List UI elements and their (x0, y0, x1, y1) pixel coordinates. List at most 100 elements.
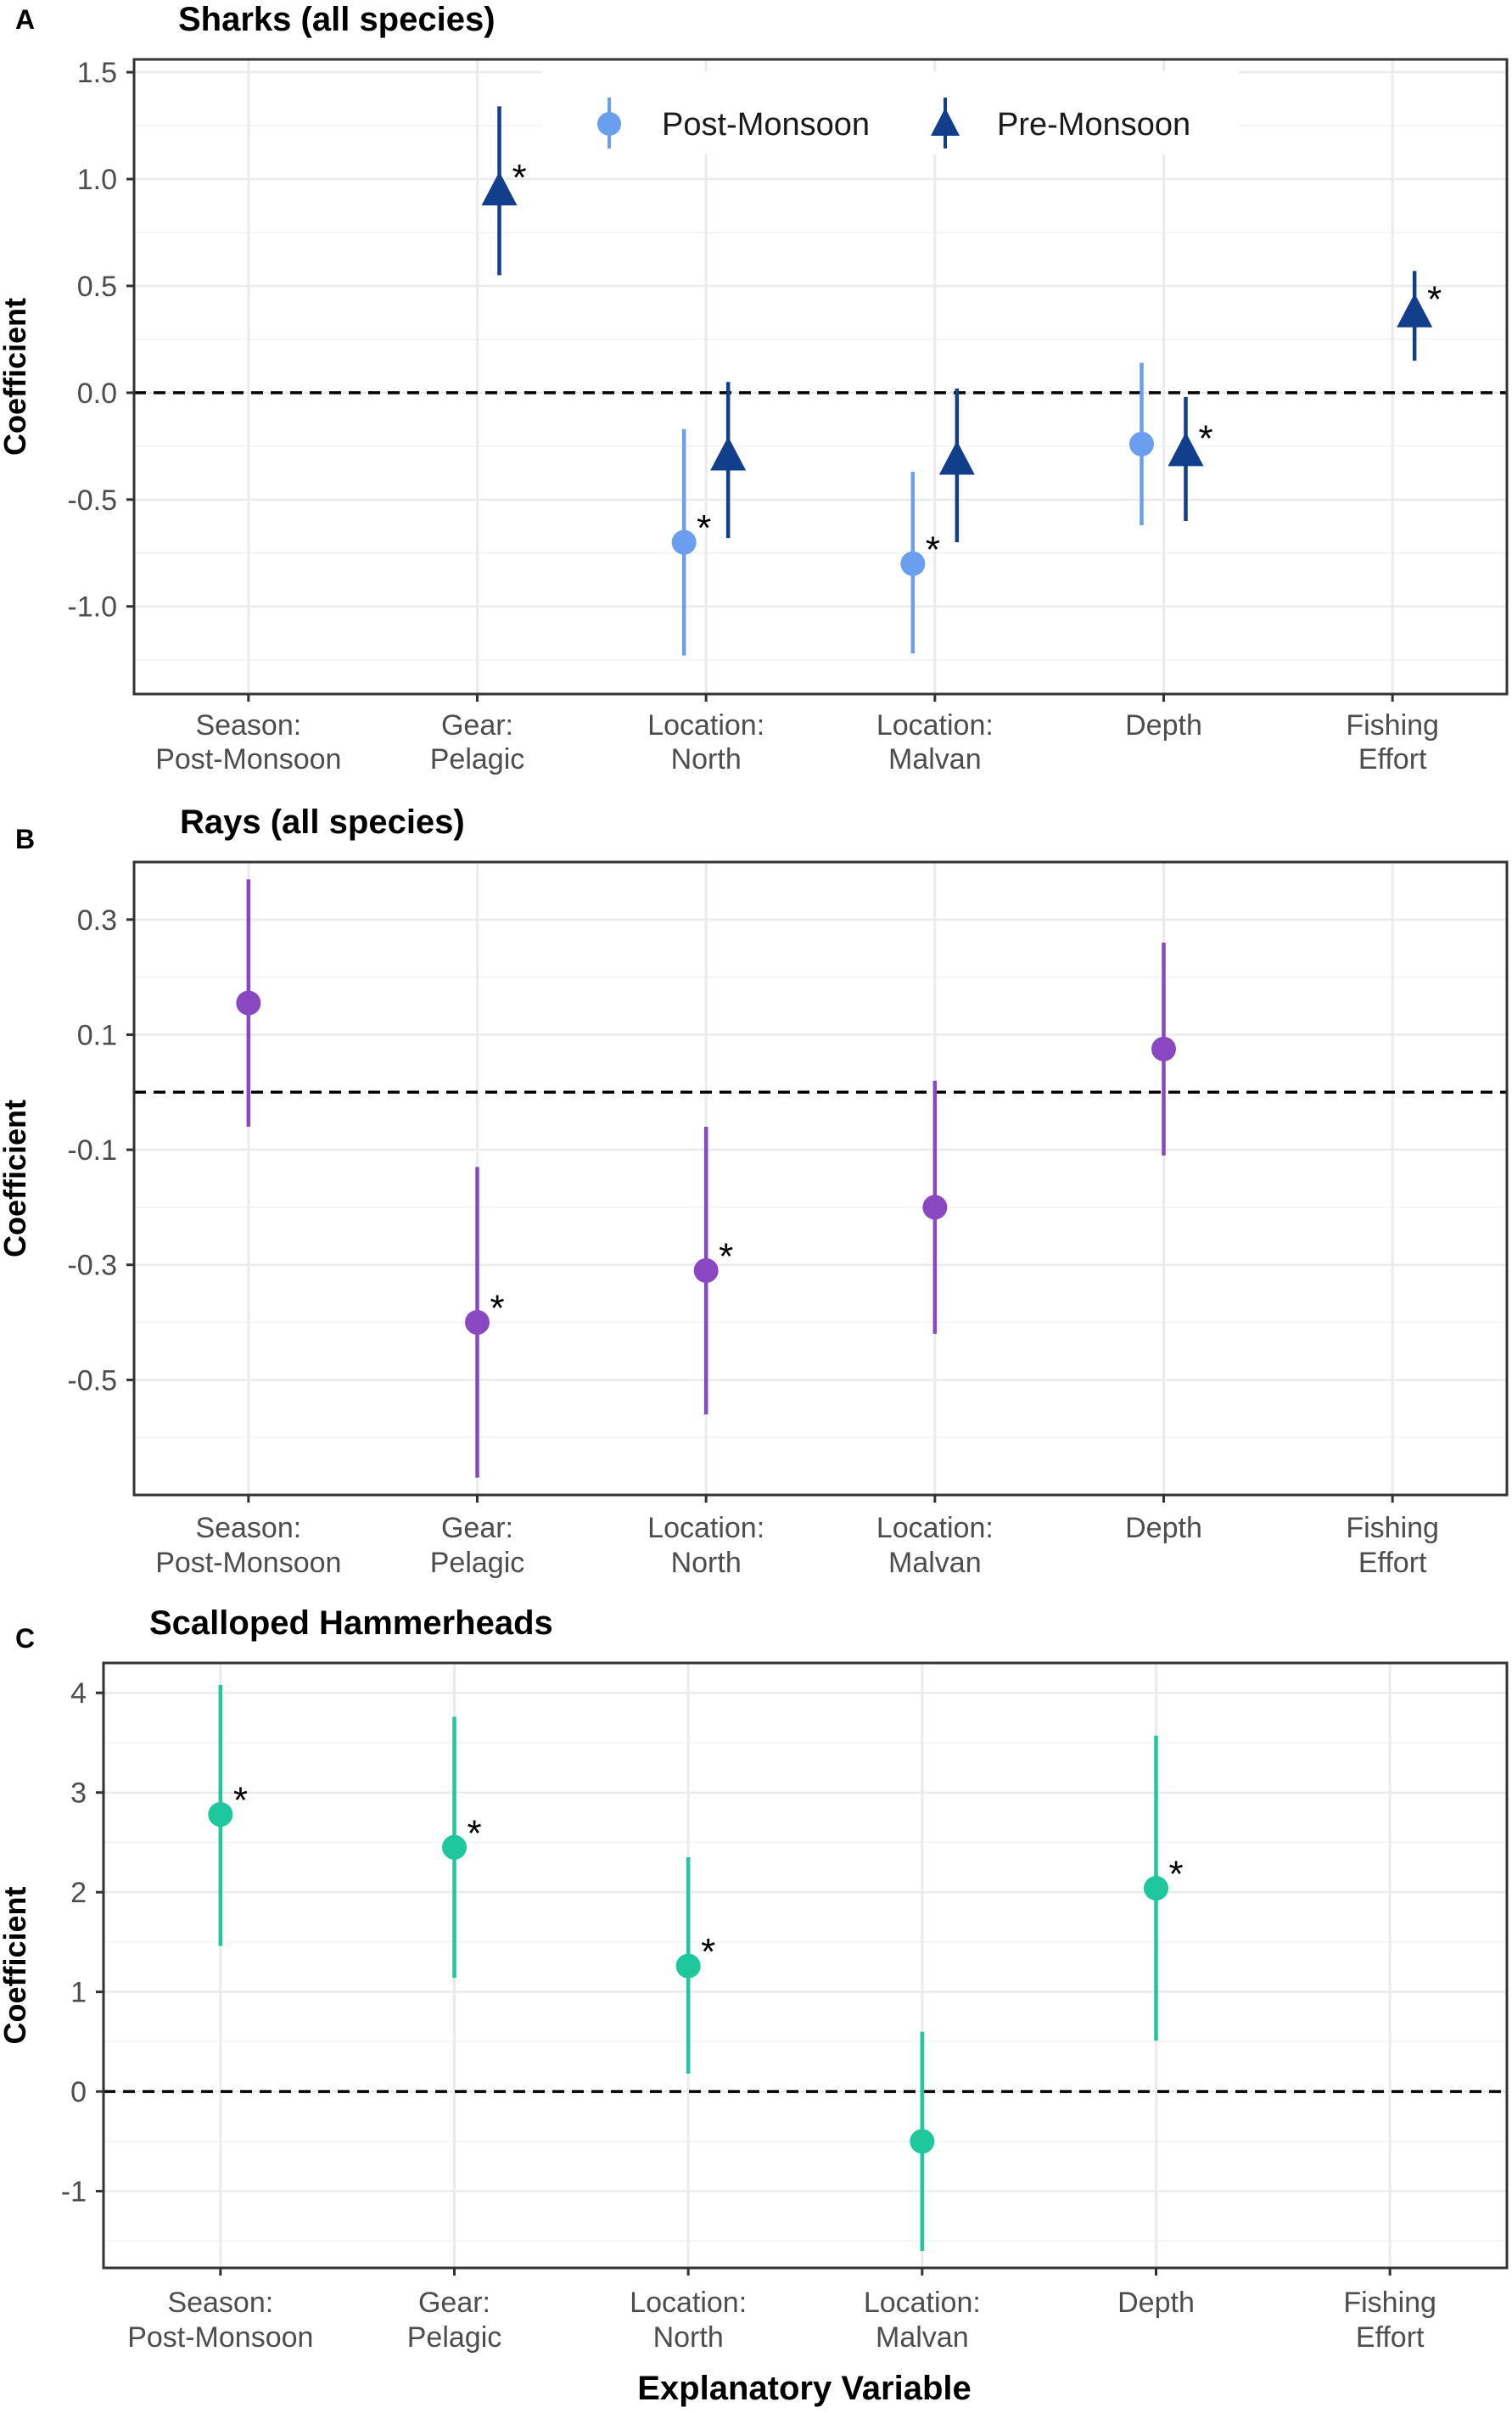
y-tick-label: 1.0 (77, 164, 117, 196)
y-axis-title: Coefficient (0, 1100, 32, 1257)
y-axis-title: Coefficient (0, 298, 32, 456)
y-tick-label: -1.0 (67, 591, 117, 624)
y-tick-label: 0.3 (77, 904, 117, 937)
y-tick-label: 0.1 (77, 1019, 117, 1051)
x-tick-label: Fishing (1346, 1512, 1439, 1544)
y-tick-label: 0.5 (77, 271, 117, 303)
legend: Post-Monsoon Pre-Monsoon (541, 71, 1239, 154)
panel-letter: C (15, 1623, 35, 1654)
series-scalloped-hammerheads: * * * * (208, 1684, 1184, 2252)
data-point-circle (693, 1258, 719, 1284)
x-tick-label: Location: (876, 709, 994, 742)
x-tick-label: Depth (1117, 2287, 1195, 2319)
x-tick-label: Pelagic (430, 743, 525, 775)
data-point-triangle (1397, 293, 1433, 328)
series-rays: ** (236, 879, 1176, 1478)
significance-marker: * (512, 157, 527, 199)
panel-letter: A (15, 4, 35, 35)
y-tick-label: 1 (70, 1977, 87, 2009)
data-point-circle (671, 529, 697, 555)
data-point-circle (208, 1802, 233, 1828)
panel-border (132, 58, 1509, 696)
x-tick-label: Effort (1358, 743, 1427, 775)
data-point-circle (910, 2129, 935, 2154)
data-point-circle (1129, 431, 1154, 456)
y-tick-label: -0.5 (67, 1364, 117, 1397)
x-tick-label: Pelagic (407, 2321, 502, 2354)
plot-background (104, 1663, 1507, 2268)
panel-title: Scalloped Hammerheads (149, 1604, 553, 1642)
x-tick-label: Malvan (888, 1547, 982, 1579)
panel-border (102, 1661, 1509, 2270)
panel-title: Sharks (all species) (178, 1, 496, 38)
x-tick-label: North (671, 743, 742, 775)
x-tick-label: Pelagic (430, 1547, 525, 1579)
x-tick-label: Location: (864, 2287, 981, 2319)
x-tick-label: Gear: (418, 2287, 490, 2319)
x-tick-label: Season: (195, 1512, 301, 1544)
x-tick-label: Season: (195, 709, 301, 742)
data-point-circle (465, 1310, 490, 1335)
x-tick-label: Depth (1125, 709, 1202, 742)
x-tick-label: Post-Monsoon (155, 1547, 341, 1579)
data-point-triangle (481, 171, 518, 206)
series-pre-monsoon: * * * (481, 106, 1442, 543)
x-tick-label: Gear: (441, 1512, 513, 1544)
x-tick-label: Post-Monsoon (127, 2321, 313, 2354)
x-tick-label: Location: (630, 2287, 747, 2319)
x-tick-label: Fishing (1346, 709, 1439, 742)
y-tick-label: -0.5 (67, 484, 117, 517)
data-point-triangle (710, 436, 747, 471)
y-tick-label: 0 (70, 2076, 87, 2108)
legend-box (541, 71, 1239, 154)
x-tick-label: Depth (1125, 1512, 1202, 1544)
x-tick-label: Malvan (876, 2321, 969, 2354)
data-point-circle (442, 1834, 467, 1860)
panel-border (132, 860, 1509, 1497)
significance-marker: * (719, 1236, 733, 1278)
significance-marker: * (701, 1931, 715, 1973)
data-point-circle (922, 1195, 948, 1220)
x-tick-label: Location: (876, 1512, 994, 1544)
data-point-circle (675, 1953, 701, 1979)
y-tick-label: -1 (61, 2176, 87, 2209)
panel-title: Rays (all species) (180, 803, 465, 841)
legend-pre-monsoon-label: Pre-Monsoon (997, 107, 1190, 143)
panel-a-sharks: Post-Monsoon Pre-Monsoon*****1.51.00.50.0… (0, 1, 1509, 775)
panel-c-scalloped-hammerheads: * * * * 4 3 2 1 0 -1 Season:Post-Monsoon Gear:Pelag… (0, 1604, 1509, 2354)
legend-post-monsoon-label: Post-Monsoon (662, 107, 870, 143)
legend-pre-monsoon-marker (931, 108, 960, 136)
y-tick-label: -0.3 (67, 1250, 117, 1282)
x-tick-label: North (671, 1547, 742, 1579)
series-post-monsoon: ** (671, 362, 1154, 656)
data-point-triangle (938, 440, 975, 475)
panel-letter: B (15, 824, 35, 854)
x-tick-label: Effort (1356, 2321, 1425, 2354)
panel-b-rays: **0.30.1-0.1-0.3-0.5Season:Post-MonsoonG… (0, 803, 1509, 1579)
significance-marker: * (1169, 1853, 1184, 1895)
y-tick-label: 2 (70, 1877, 87, 1909)
plot-background (134, 862, 1507, 1495)
x-tick-label: Location: (647, 1512, 764, 1544)
x-tick-label: Gear: (441, 709, 513, 742)
plot-background (134, 59, 1507, 694)
significance-marker: * (1427, 279, 1442, 321)
data-point-circle (236, 990, 261, 1016)
x-tick-label: Effort (1358, 1547, 1427, 1579)
significance-marker: * (697, 507, 711, 549)
x-tick-label: Malvan (888, 743, 982, 775)
data-point-circle (1144, 1875, 1168, 1901)
legend-post-monsoon-marker (597, 112, 621, 136)
x-tick-label: North (653, 2321, 724, 2354)
y-tick-label: 1.5 (77, 57, 117, 89)
significance-marker: * (468, 1812, 482, 1854)
x-tick-label: Post-Monsoon (155, 743, 341, 775)
y-tick-label: 0.0 (77, 378, 117, 410)
y-tick-label: 3 (70, 1778, 87, 1810)
data-point-circle (1151, 1036, 1176, 1061)
x-tick-label: Fishing (1343, 2287, 1436, 2319)
data-point-circle (900, 551, 926, 576)
y-axis-title: Coefficient (0, 1886, 32, 2044)
y-tick-label: 4 (70, 1677, 87, 1710)
